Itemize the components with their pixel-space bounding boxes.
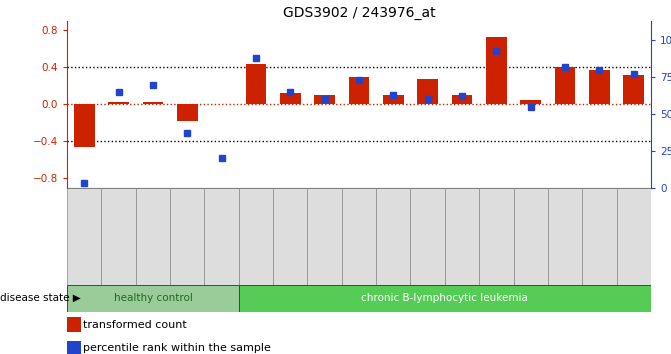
FancyBboxPatch shape: [239, 285, 651, 312]
Bar: [383, 95, 404, 104]
Title: GDS3902 / 243976_at: GDS3902 / 243976_at: [282, 6, 435, 20]
Bar: [74, 104, 95, 147]
Text: disease state ▶: disease state ▶: [0, 293, 81, 303]
Text: percentile rank within the sample: percentile rank within the sample: [83, 343, 271, 353]
Bar: [143, 102, 163, 104]
FancyBboxPatch shape: [239, 188, 273, 285]
FancyBboxPatch shape: [548, 188, 582, 285]
Bar: [349, 77, 369, 104]
Bar: [280, 93, 301, 104]
Bar: [246, 64, 266, 104]
Bar: [314, 95, 335, 104]
Bar: [555, 68, 575, 104]
FancyBboxPatch shape: [479, 188, 513, 285]
FancyBboxPatch shape: [67, 188, 101, 285]
Text: chronic B-lymphocytic leukemia: chronic B-lymphocytic leukemia: [362, 293, 528, 303]
Bar: [177, 104, 197, 121]
FancyBboxPatch shape: [513, 188, 548, 285]
FancyBboxPatch shape: [170, 188, 205, 285]
Bar: [67, 317, 81, 332]
FancyBboxPatch shape: [376, 188, 411, 285]
Bar: [211, 103, 232, 104]
Bar: [623, 75, 644, 104]
Bar: [417, 80, 438, 104]
FancyBboxPatch shape: [307, 188, 342, 285]
FancyBboxPatch shape: [101, 188, 136, 285]
Bar: [452, 95, 472, 104]
FancyBboxPatch shape: [445, 188, 479, 285]
Text: transformed count: transformed count: [83, 320, 187, 330]
Bar: [67, 341, 81, 354]
FancyBboxPatch shape: [582, 188, 617, 285]
FancyBboxPatch shape: [67, 285, 239, 312]
FancyBboxPatch shape: [205, 188, 239, 285]
Bar: [108, 102, 129, 104]
Bar: [589, 70, 610, 104]
FancyBboxPatch shape: [617, 188, 651, 285]
Text: healthy control: healthy control: [113, 293, 193, 303]
FancyBboxPatch shape: [342, 188, 376, 285]
Bar: [521, 100, 541, 104]
FancyBboxPatch shape: [411, 188, 445, 285]
Bar: [486, 37, 507, 104]
FancyBboxPatch shape: [273, 188, 307, 285]
FancyBboxPatch shape: [136, 188, 170, 285]
